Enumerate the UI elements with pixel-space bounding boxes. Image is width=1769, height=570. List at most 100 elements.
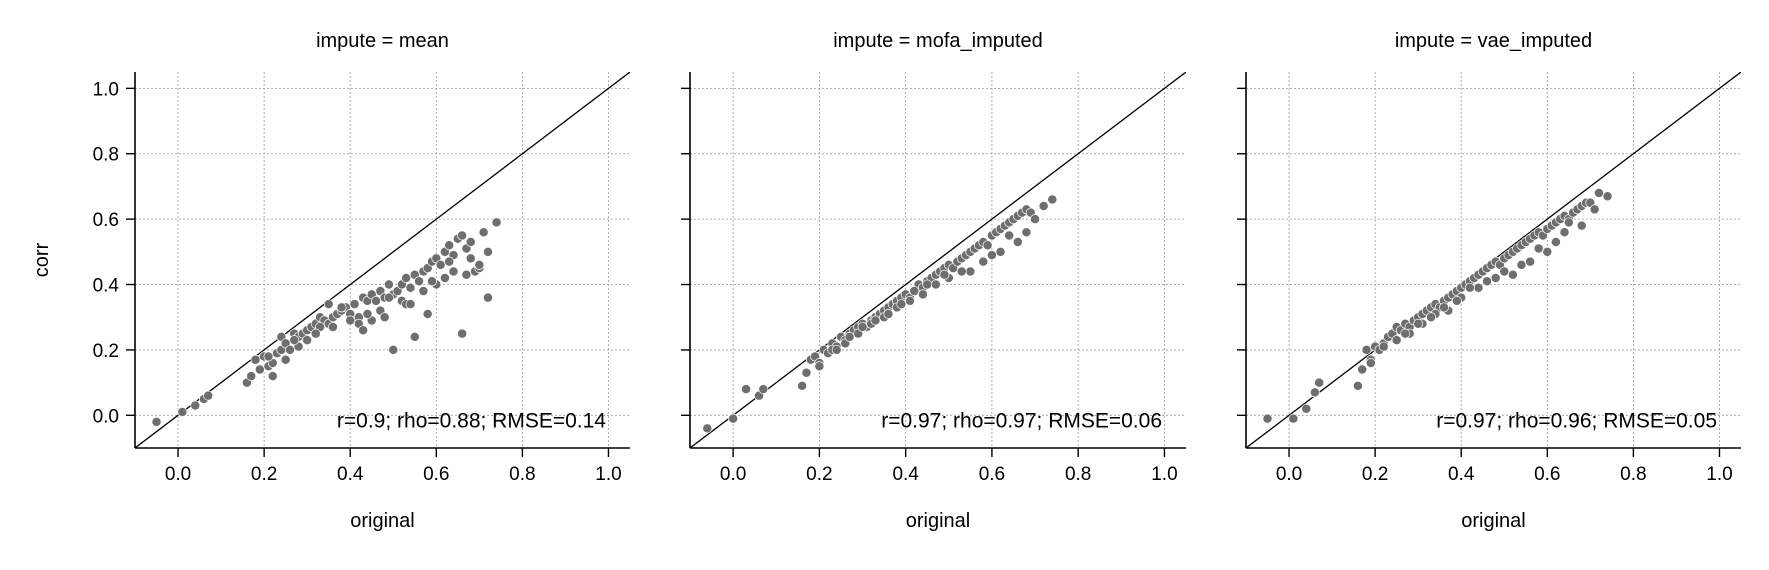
data-point xyxy=(444,256,455,267)
x-tick-label: 1.0 xyxy=(595,464,621,485)
data-point xyxy=(362,308,373,319)
x-tick-label: 0.8 xyxy=(509,464,535,485)
data-point xyxy=(870,315,881,326)
data-point xyxy=(1594,188,1604,198)
data-point xyxy=(457,230,468,241)
x-tick-label: 0.0 xyxy=(720,464,746,485)
data-point xyxy=(401,273,412,283)
data-point xyxy=(930,279,941,290)
data-point xyxy=(1004,230,1015,241)
data-point xyxy=(246,371,257,382)
data-point xyxy=(814,361,825,372)
data-point xyxy=(203,390,214,401)
x-tick-label: 0.2 xyxy=(806,464,832,485)
data-point xyxy=(1352,380,1363,391)
y-tick-label: 0.2 xyxy=(93,341,119,362)
data-point xyxy=(302,335,313,346)
data-point xyxy=(478,227,489,238)
data-point xyxy=(384,292,394,303)
data-point xyxy=(1021,227,1032,238)
data-point xyxy=(1559,227,1570,238)
y-tick-label: 0.4 xyxy=(93,276,120,297)
data-point xyxy=(1507,269,1518,280)
data-point xyxy=(965,266,976,277)
facet-panel-3: 0.0 0.2 0.4 0.6 0.8 1.0 impute = vae_imputedor… xyxy=(1237,30,1741,532)
x-axis-label: original xyxy=(906,510,970,532)
data-point xyxy=(728,413,739,424)
data-point xyxy=(1426,312,1437,323)
data-point xyxy=(1490,273,1501,283)
data-point xyxy=(405,299,416,310)
data-point xyxy=(177,407,188,417)
data-point xyxy=(1464,282,1475,293)
facet-panel-2: 0.0 0.2 0.4 0.6 0.8 1.0 impute = mofa_imputedo… xyxy=(681,30,1186,532)
identity-line xyxy=(690,72,1186,448)
data-point xyxy=(1357,364,1368,375)
data-point xyxy=(336,302,347,313)
panel-title: impute = mofa_imputed xyxy=(833,30,1043,52)
data-point xyxy=(1525,256,1536,267)
data-point xyxy=(444,240,455,251)
data-point xyxy=(857,322,868,332)
data-point xyxy=(491,217,502,228)
data-point xyxy=(1038,201,1049,212)
data-point xyxy=(1473,282,1484,293)
data-point xyxy=(457,328,468,339)
data-point xyxy=(1030,214,1040,225)
data-point xyxy=(379,312,390,323)
data-point xyxy=(1262,413,1273,424)
y-tick-label: 0.8 xyxy=(93,145,119,166)
data-point xyxy=(1533,243,1544,254)
data-point xyxy=(1576,220,1587,231)
x-tick-label: 0.8 xyxy=(1065,464,1091,485)
facet-panel-1: 0.0 0.2 0.4 0.6 0.8 1.0 0.0 0.2 0.4 0.6 0.8 1.0 impu… xyxy=(31,30,630,532)
data-point xyxy=(439,273,450,283)
data-point xyxy=(323,299,334,310)
x-tick-label: 0.4 xyxy=(337,464,364,485)
data-point xyxy=(345,315,356,326)
x-tick-label: 0.2 xyxy=(251,464,277,485)
data-point xyxy=(414,276,425,287)
data-point xyxy=(939,269,950,280)
data-point xyxy=(797,380,808,391)
data-point xyxy=(986,250,997,261)
data-point xyxy=(1361,344,1372,355)
data-point xyxy=(1550,237,1561,247)
data-point xyxy=(384,279,394,290)
data-point xyxy=(328,322,338,332)
data-point xyxy=(151,416,162,427)
data-point xyxy=(1602,191,1613,202)
data-point xyxy=(1400,328,1411,339)
data-point xyxy=(310,328,321,339)
x-axis-label: original xyxy=(1461,510,1525,532)
data-point xyxy=(883,308,894,319)
panel-title: impute = vae_imputed xyxy=(1395,30,1592,52)
data-point xyxy=(349,299,360,310)
identity-line xyxy=(135,72,630,448)
x-tick-label: 0.6 xyxy=(1534,464,1560,485)
data-point xyxy=(465,237,476,247)
data-point xyxy=(702,423,713,434)
y-tick-label: 0.0 xyxy=(93,406,119,427)
data-point xyxy=(741,384,752,395)
data-point xyxy=(280,354,291,365)
data-point xyxy=(956,266,967,277)
data-point xyxy=(1391,335,1402,346)
x-tick-label: 0.2 xyxy=(1362,464,1388,485)
x-tick-label: 0.6 xyxy=(423,464,449,485)
x-tick-label: 1.0 xyxy=(1151,464,1177,485)
stats-annotation: r=0.97; rho=0.97; RMSE=0.06 xyxy=(881,409,1162,432)
data-point xyxy=(995,246,1006,257)
y-tick-label: 0.6 xyxy=(93,210,119,231)
data-point xyxy=(978,256,989,267)
data-point xyxy=(461,269,472,280)
y-tick-label: 1.0 xyxy=(93,79,119,100)
data-point xyxy=(483,292,493,303)
data-point xyxy=(1288,413,1299,424)
data-point xyxy=(371,295,381,306)
data-point xyxy=(358,325,369,336)
data-point xyxy=(1451,295,1462,306)
x-axis-label: original xyxy=(350,510,414,532)
data-point xyxy=(250,354,261,365)
data-point xyxy=(1589,204,1600,215)
